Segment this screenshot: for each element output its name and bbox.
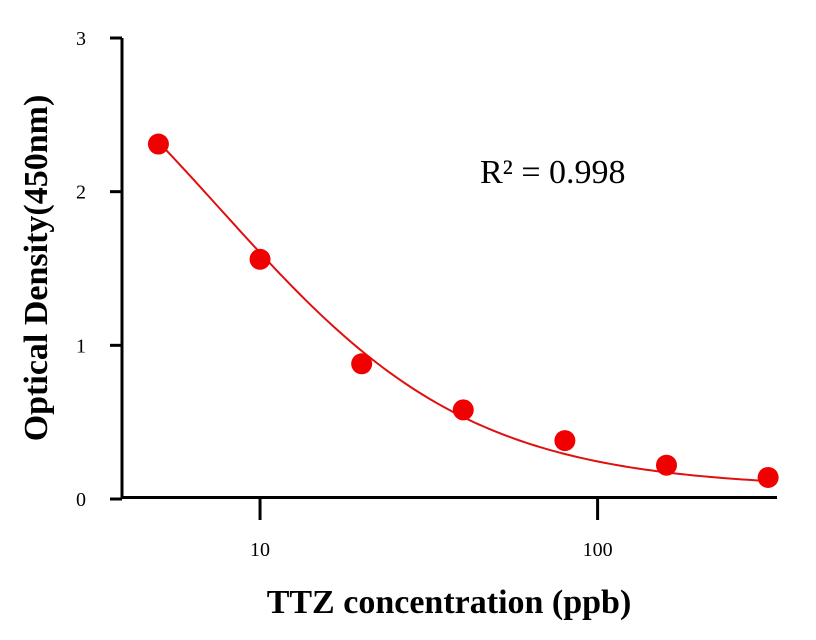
x-ticks: 10 100 (250, 498, 613, 561)
y-tick-label: 0 (76, 489, 86, 511)
data-point (757, 466, 779, 488)
data-point (249, 248, 271, 270)
x-tick-label: 100 (583, 539, 613, 561)
x-axis-title: TTZ concentration (ppb) (267, 584, 632, 621)
data-point (351, 353, 373, 375)
x-tick-label: 10 (250, 539, 270, 561)
y-tick-label: 3 (76, 28, 86, 50)
y-ticks: 0 1 2 3 (76, 28, 122, 511)
y-axis-title: Optical Density(450nm) (18, 95, 55, 442)
data-points (147, 133, 779, 488)
r-squared-annotation: R² = 0.998 (480, 154, 626, 191)
y-tick-label: 2 (76, 182, 86, 204)
data-point (554, 430, 576, 452)
y-tick-label: 1 (76, 335, 86, 357)
axes (120, 38, 777, 499)
data-point (655, 454, 677, 476)
data-point (452, 399, 474, 421)
data-point (147, 133, 169, 155)
fit-curve (157, 141, 769, 483)
